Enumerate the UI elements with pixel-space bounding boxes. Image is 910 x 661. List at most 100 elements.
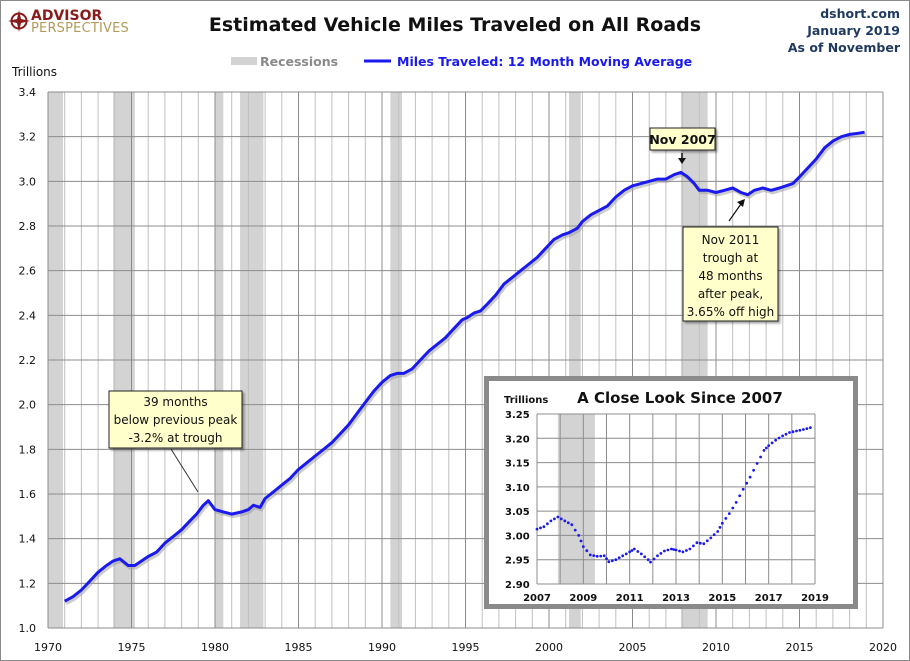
x-tick-label: 1980 [201, 641, 229, 654]
inset-data-point [745, 481, 749, 485]
inset-x-tick-label: 2017 [755, 593, 783, 604]
inset-data-point [656, 554, 659, 558]
source-line-1: dshort.com [820, 6, 900, 21]
inset-y-tick-label: 3.05 [505, 507, 530, 518]
inset-data-point [759, 455, 762, 459]
inset-data-point [678, 549, 681, 553]
inset-data-point [607, 560, 611, 564]
inset-data-point [791, 430, 795, 434]
inset-data-point [605, 557, 608, 561]
inset-title: A Close Look Since 2007 [577, 389, 783, 407]
annotation-box [682, 226, 779, 322]
y-axis-label: Trillions [11, 65, 57, 79]
annotation-text-line: -3.2% at trough [128, 431, 222, 445]
annotation-nov-2007: Nov 2007 [649, 127, 716, 164]
inset-recession-bands [557, 414, 595, 584]
legend-recession-swatch [231, 57, 257, 65]
inset-y-tick-label: 2.95 [505, 556, 530, 567]
arrowhead-icon [678, 158, 686, 164]
inset-data-point [666, 548, 670, 552]
inset-data-point [674, 548, 678, 552]
inset-data-point [702, 542, 706, 546]
inset-data-point [765, 446, 768, 450]
inset-y-axis-label: Trillions [504, 395, 548, 406]
series-line-miles-traveled [63, 130, 865, 603]
x-tick-label: 1990 [368, 641, 396, 654]
y-tick-label: 1.4 [19, 533, 37, 546]
inset-x-tick-label: 2013 [662, 593, 690, 604]
inset-data-point [659, 552, 663, 555]
y-tick-label: 3.4 [19, 86, 37, 99]
x-tick-labels: 1970 1975 1980 1985 1990 1995 2000 2005 2010 2015… [34, 641, 897, 654]
annotation-text-line: trough at [703, 251, 759, 265]
inset-data-point [636, 550, 640, 553]
inset-data-point [741, 487, 745, 491]
y-tick-label: 3.2 [19, 131, 37, 144]
inset-data-point [734, 501, 738, 504]
inset-data-point [573, 528, 577, 532]
annotation-text-line: below previous peak [114, 413, 238, 427]
source-line-2: January 2019 [806, 23, 900, 38]
annotation-text-line: 48 months [698, 269, 762, 283]
annotation-box [108, 390, 243, 449]
inset-y-tick-label: 3.00 [505, 531, 530, 542]
inset-data-point [720, 521, 724, 525]
inset-data-point [553, 517, 556, 521]
x-tick-label: 2015 [786, 641, 814, 654]
inset-data-point [808, 426, 812, 429]
inset-y-tick-labels: 2.90 2.95 3.00 3.05 3.10 3.15 3.20 3.25 [505, 410, 530, 591]
inset-data-point [795, 429, 798, 433]
annotation-nov-2011-trough: Nov 2011 trough at 48 months after peak,… [682, 199, 779, 322]
inset-data-point [579, 539, 583, 543]
inset-data-point [542, 525, 546, 529]
annotation-text-line: after peak, [698, 287, 763, 301]
inset-grid [536, 413, 816, 585]
inset-data-point [581, 545, 585, 548]
inset-data-point [748, 475, 752, 479]
y-tick-label: 1.6 [19, 488, 37, 501]
inset-data-point [724, 517, 728, 520]
inset-data-point [556, 515, 560, 519]
inset-data-point [563, 519, 567, 523]
x-tick-label: 1970 [34, 641, 62, 654]
y-tick-label: 2.4 [19, 309, 37, 322]
x-tick-label: 1975 [118, 641, 146, 654]
inset-data-point [643, 555, 647, 559]
inset-x-tick-label: 2009 [569, 593, 597, 604]
inset-data-point [595, 554, 599, 558]
inset-data-point [672, 548, 676, 551]
inset-data-point [535, 527, 539, 531]
inset-data-point [784, 432, 788, 436]
inset-x-tick-label: 2007 [523, 593, 551, 604]
y-tick-label: 2.2 [19, 354, 37, 367]
inset-data-point [610, 559, 614, 563]
recession-band [557, 414, 595, 584]
logo-line-1: ADVISOR [31, 8, 102, 24]
inset-data-point [781, 434, 784, 438]
x-tick-label: 2000 [535, 641, 563, 654]
inset-x-tick-label: 2011 [616, 593, 644, 604]
x-tick-label: 2010 [702, 641, 730, 654]
annotation-text-line: 39 months [143, 395, 207, 409]
annotation-text-line: 3.65% off high [687, 305, 775, 319]
inset-data-point [617, 556, 621, 560]
inset-data-point [805, 427, 809, 430]
chart-title: Estimated Vehicle Miles Traveled on All … [209, 14, 701, 36]
inset-data-point [630, 549, 634, 552]
inset-chart: Trillions A Close Look Since 2007 2.902.… [484, 376, 858, 609]
inset-data-point [698, 541, 702, 545]
inset-data-point [774, 438, 777, 442]
inset-y-tick-label: 3.20 [505, 434, 530, 445]
inset-data-point [762, 449, 766, 452]
inset-data-point [777, 436, 781, 440]
x-tick-label: 1995 [452, 641, 480, 654]
inset-y-tick-label: 3.25 [505, 410, 530, 421]
inset-data-point [570, 523, 574, 527]
inset-data-point [639, 552, 643, 556]
inset-data-point [663, 549, 666, 553]
x-tick-label: 1985 [285, 641, 313, 654]
inset-data-point [549, 519, 553, 523]
inset-data-point [646, 558, 650, 562]
legend-recessions-label: Recessions [260, 54, 338, 69]
inset-data-point [705, 539, 709, 543]
